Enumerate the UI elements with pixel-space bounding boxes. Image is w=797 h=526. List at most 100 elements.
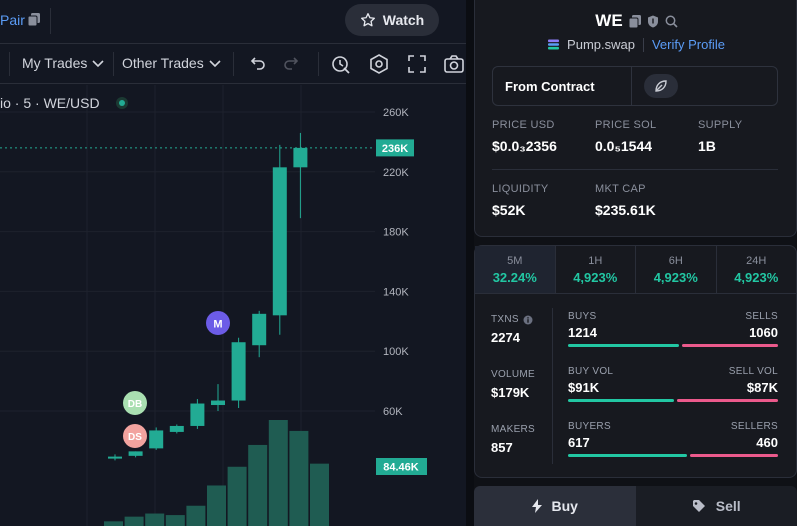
stat-value: $235.61K bbox=[595, 202, 656, 218]
toolbar-divider bbox=[233, 52, 234, 76]
volume-label: VOLUME bbox=[491, 369, 536, 380]
current-price-label: 236K bbox=[382, 143, 408, 155]
volume-stat: VOLUME $179K bbox=[491, 369, 535, 400]
tab-1h[interactable]: 1H 4,923% bbox=[556, 246, 636, 293]
shield-icon[interactable] bbox=[647, 15, 659, 28]
y-tick-label: 220K bbox=[383, 167, 409, 179]
buy-vol-value: $91K bbox=[568, 380, 600, 395]
price-chart[interactable]: 260K 220K 180K 140K 100K 60K 236K 84.46K M DB… bbox=[0, 85, 466, 526]
stat-mkt-cap: MKT CAP $235.61K bbox=[595, 183, 656, 218]
candle-body bbox=[252, 313, 267, 346]
marker-ds-label: DS bbox=[128, 432, 142, 443]
volume-bar bbox=[124, 516, 144, 526]
y-tick-label: 100K bbox=[383, 346, 409, 358]
tab-label: 5M bbox=[507, 254, 523, 267]
token-name: WE bbox=[595, 11, 623, 30]
volume-value: $179K bbox=[491, 385, 530, 400]
fullscreen-icon[interactable] bbox=[406, 53, 428, 75]
search-icon[interactable] bbox=[665, 15, 678, 28]
candle-body bbox=[272, 167, 287, 316]
contract-box: From Contract bbox=[492, 66, 778, 106]
buyers-label: BUYERS bbox=[568, 421, 611, 432]
tab-24h[interactable]: 24H 4,923% bbox=[717, 246, 797, 293]
my-trades-dropdown[interactable]: My Trades bbox=[22, 55, 105, 71]
buy-vol-ratio-fill bbox=[568, 399, 674, 402]
redo-icon[interactable] bbox=[282, 53, 304, 75]
toolbar-divider bbox=[113, 52, 114, 76]
buy-vol-label: BUY VOL bbox=[568, 366, 614, 377]
y-tick-label: 260K bbox=[383, 107, 409, 119]
volume-bar bbox=[165, 515, 185, 526]
tab-6h[interactable]: 6H 4,923% bbox=[636, 246, 717, 293]
copy-icon[interactable] bbox=[628, 14, 641, 28]
makers-stat: MAKERS 857 bbox=[491, 424, 535, 455]
volume-bar bbox=[310, 463, 329, 526]
pump-swap-icon bbox=[548, 39, 560, 50]
leaf-button[interactable] bbox=[644, 74, 678, 98]
panel-divider bbox=[466, 0, 474, 526]
stat-label: TXNS bbox=[491, 314, 533, 325]
settings-icon[interactable] bbox=[368, 53, 390, 75]
sellers-value: 460 bbox=[756, 435, 778, 450]
chevron-down-icon bbox=[92, 60, 104, 68]
chart-toolbar: My Trades Other Trades bbox=[0, 44, 466, 84]
marker-ds[interactable]: DS bbox=[123, 424, 147, 448]
undo-icon[interactable] bbox=[245, 53, 267, 75]
buy-label: Buy bbox=[551, 498, 578, 514]
candle-body bbox=[231, 342, 246, 401]
alert-clock-icon[interactable] bbox=[330, 53, 352, 75]
token-panel: WE Pump.swap Verify Profile From Contrac… bbox=[474, 0, 797, 526]
from-contract-button[interactable]: From Contract bbox=[493, 67, 632, 105]
camera-icon[interactable] bbox=[443, 53, 465, 75]
source-divider bbox=[642, 37, 644, 52]
candle-body bbox=[211, 400, 225, 406]
candlestick-chart: 260K 220K 180K 140K 100K 60K 236K 84.46K M DB… bbox=[0, 85, 427, 526]
buys-label: BUYS bbox=[568, 311, 597, 322]
token-name-row: WE bbox=[475, 11, 797, 31]
chevron-down-icon bbox=[209, 60, 221, 68]
dex-name[interactable]: Pump.swap bbox=[567, 37, 635, 52]
chart-legend-text: io · 5 · WE/USD bbox=[0, 95, 100, 111]
sellers-ratio-fill bbox=[689, 454, 778, 457]
candle-body bbox=[108, 456, 122, 459]
marker-m[interactable]: M bbox=[206, 311, 230, 335]
stat-label: PRICE USD bbox=[492, 119, 555, 131]
volume-bar bbox=[145, 513, 165, 526]
buy-sell-vol-stat: BUY VOL SELL VOL $91K $87K bbox=[568, 366, 778, 402]
buyers-sellers-stat: BUYERS SELLERS 617 460 bbox=[568, 421, 778, 457]
tab-change: 32.24% bbox=[492, 269, 537, 285]
volume-bar bbox=[104, 521, 123, 526]
verify-profile-link[interactable]: Verify Profile bbox=[651, 37, 725, 52]
makers-label: MAKERS bbox=[491, 424, 536, 435]
pair-link[interactable]: Pair bbox=[0, 12, 25, 28]
info-icon[interactable] bbox=[523, 315, 533, 325]
buys-sells-stat: BUYS SELLS 1214 1060 bbox=[568, 311, 778, 347]
txns-label: TXNS bbox=[491, 314, 519, 325]
y-tick-label: 180K bbox=[383, 227, 409, 239]
stat-liquidity: LIQUIDITY $52K bbox=[492, 183, 549, 218]
tab-change: 4,923% bbox=[653, 269, 698, 285]
stat-value: $0.0₃2356 bbox=[492, 138, 557, 154]
my-trades-label: My Trades bbox=[22, 55, 88, 71]
buyers-value: 617 bbox=[568, 435, 590, 450]
marker-db[interactable]: DB bbox=[123, 391, 147, 415]
txns-value: 2274 bbox=[491, 330, 520, 345]
volume-bar bbox=[227, 466, 247, 526]
toolbar-divider bbox=[318, 52, 319, 76]
watch-button[interactable]: Watch bbox=[345, 4, 439, 36]
buy-button[interactable]: Buy bbox=[474, 486, 636, 526]
buys-sells-ratio-bar bbox=[568, 344, 778, 347]
stat-supply: SUPPLY 1B bbox=[698, 119, 742, 154]
sell-button[interactable]: Sell bbox=[635, 486, 797, 526]
current-price-tag: 236K bbox=[376, 139, 414, 157]
other-trades-dropdown[interactable]: Other Trades bbox=[122, 55, 222, 71]
trade-buttons: Buy Sell bbox=[474, 486, 797, 526]
tab-5m[interactable]: 5M 32.24% bbox=[475, 246, 556, 293]
chart-header: Pair Watch bbox=[0, 0, 466, 44]
makers-value: 857 bbox=[491, 440, 513, 455]
copy-icon[interactable] bbox=[28, 13, 40, 26]
sellers-label: SELLERS bbox=[730, 421, 778, 432]
candle-body bbox=[190, 403, 205, 426]
tab-change: 4,923% bbox=[734, 269, 779, 285]
stat-label: PRICE SOL bbox=[595, 119, 657, 131]
